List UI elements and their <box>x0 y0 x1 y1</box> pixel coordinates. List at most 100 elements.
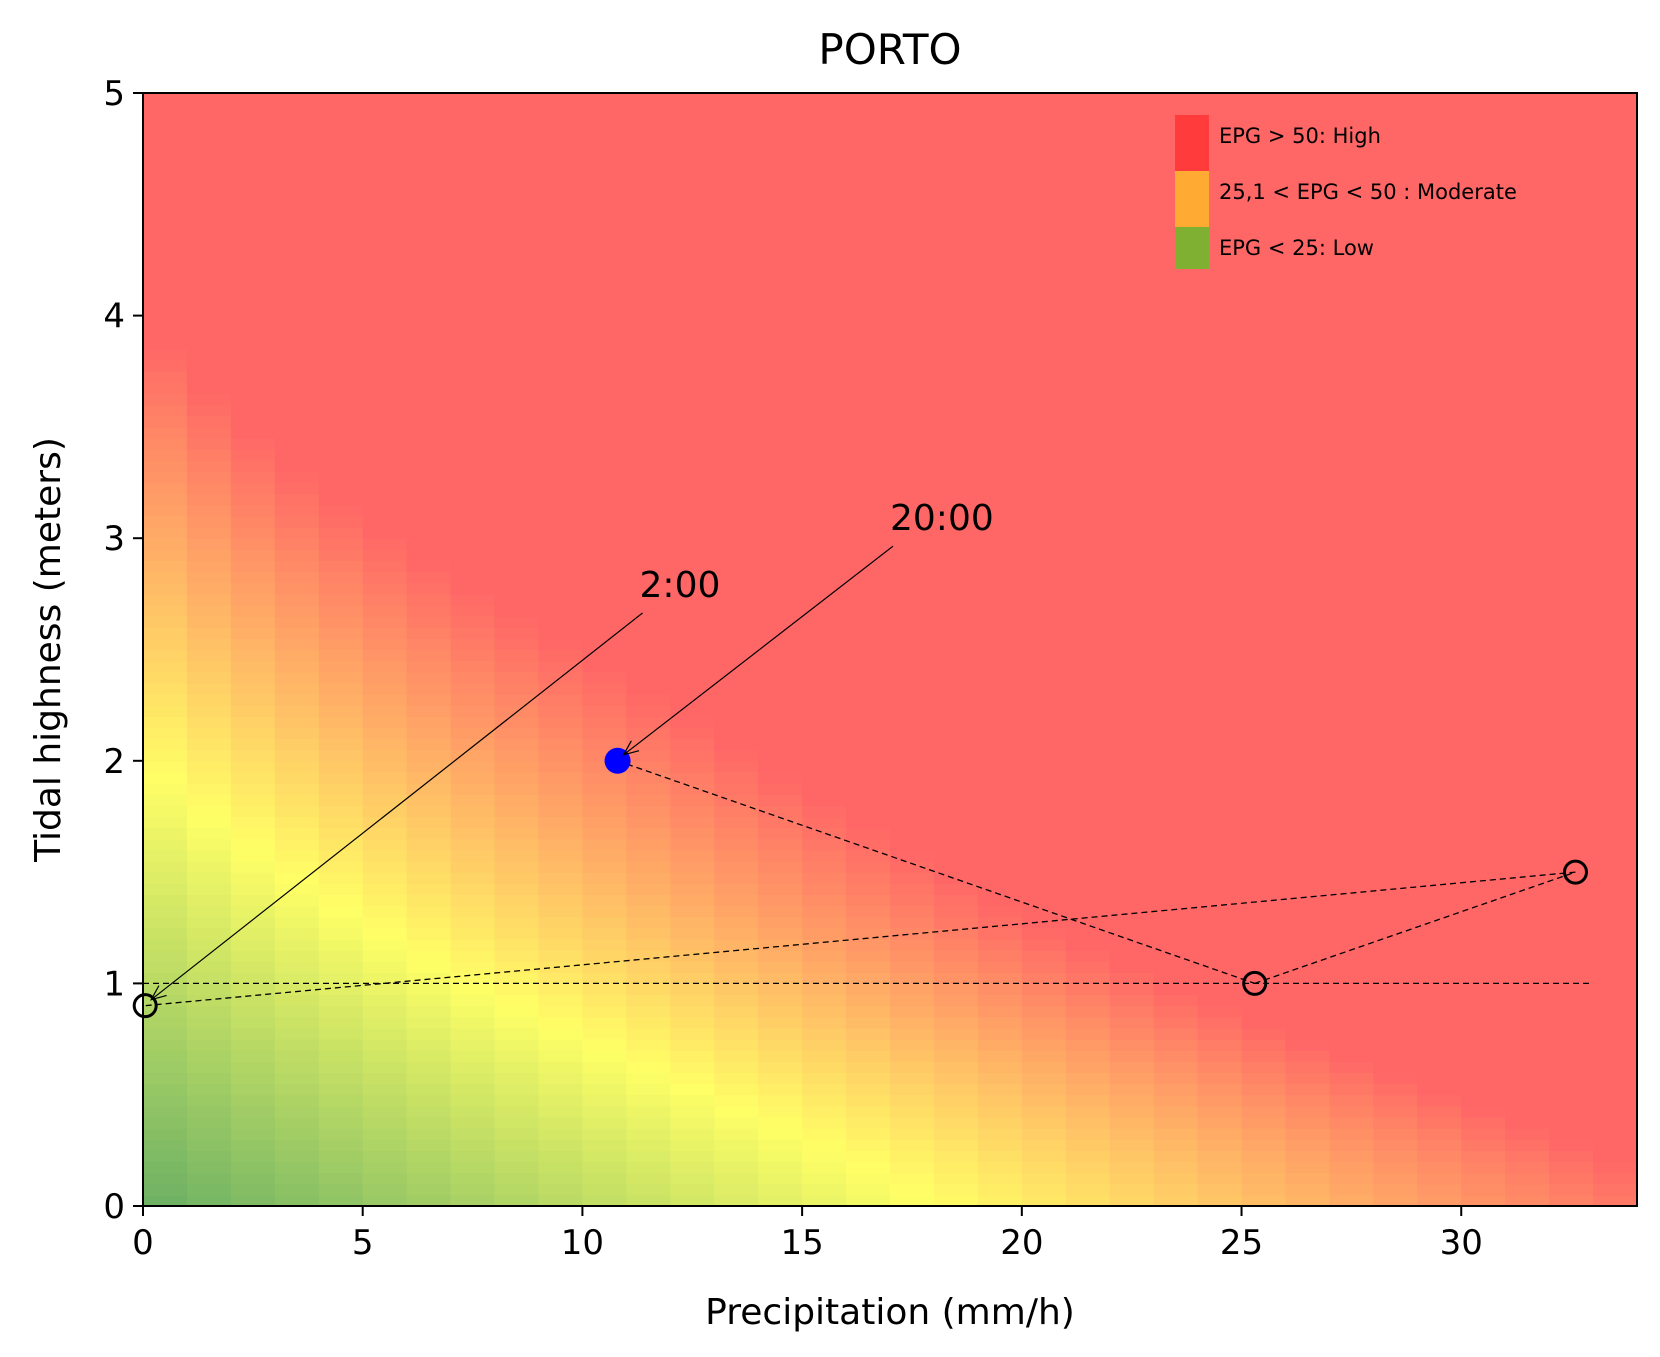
heatmap-cell <box>1241 1161 1287 1174</box>
heatmap-cell <box>230 1128 276 1140</box>
heatmap-cell <box>977 938 1023 951</box>
heatmap-cell <box>1549 582 1594 595</box>
heatmap-cell <box>626 504 671 517</box>
heatmap-cell <box>538 1139 584 1151</box>
heatmap-cell <box>1461 627 1506 639</box>
heatmap-cell <box>186 348 232 361</box>
heatmap-cell <box>714 894 759 907</box>
heatmap-cell <box>1285 593 1331 606</box>
heatmap-cell <box>1241 337 1287 350</box>
heatmap-cell <box>143 438 188 450</box>
heatmap-cell <box>1241 393 1287 406</box>
heatmap-cell <box>1417 738 1462 751</box>
heatmap-cell <box>1285 1194 1331 1207</box>
heatmap-cell <box>186 604 232 617</box>
heatmap-cell <box>1153 393 1199 406</box>
heatmap-cell <box>1505 93 1550 105</box>
heatmap-cell <box>1153 326 1199 339</box>
heatmap-cell <box>186 271 232 283</box>
heatmap-cell <box>1021 393 1067 406</box>
heatmap-cell <box>538 571 584 584</box>
heatmap-cell <box>1549 527 1594 539</box>
heatmap-cell <box>1593 348 1638 361</box>
heatmap-cell <box>494 460 540 473</box>
heatmap-cell <box>670 504 715 517</box>
heatmap-cell <box>1197 1183 1243 1196</box>
heatmap-cell <box>1285 827 1331 840</box>
heatmap-cell <box>1021 371 1067 383</box>
heatmap-cell <box>1197 760 1243 773</box>
heatmap-cell <box>758 137 803 150</box>
heatmap-cell <box>626 816 671 829</box>
heatmap-cell <box>1021 460 1067 473</box>
heatmap-cell <box>1505 115 1550 127</box>
heatmap-cell <box>890 93 935 105</box>
heatmap-cell <box>1109 115 1155 127</box>
heatmap-cell <box>1285 560 1331 573</box>
heatmap-cell <box>450 493 496 506</box>
heatmap-cell <box>1065 694 1111 706</box>
heatmap-cell <box>274 883 320 895</box>
heatmap-cell <box>362 271 408 283</box>
heatmap-cell <box>186 571 232 584</box>
heatmap-cell <box>1153 282 1199 294</box>
heatmap-cell <box>802 849 847 862</box>
heatmap-cell <box>1593 549 1638 562</box>
heatmap-cell <box>1285 604 1331 617</box>
heatmap-cell <box>1373 961 1418 973</box>
heatmap-cell <box>1329 471 1374 484</box>
heatmap-cell <box>1505 604 1550 617</box>
heatmap-cell <box>1329 638 1374 651</box>
heatmap-cell <box>1241 682 1287 695</box>
heatmap-cell <box>1593 426 1638 439</box>
heatmap-cell <box>1329 1050 1374 1062</box>
heatmap-cell <box>1197 894 1243 907</box>
heatmap-cell <box>494 705 540 717</box>
heatmap-cell <box>670 816 715 829</box>
heatmap-cell <box>406 961 452 973</box>
heatmap-cell <box>1593 515 1638 528</box>
heatmap-cell <box>1549 727 1594 740</box>
heatmap-cell <box>1505 1172 1550 1185</box>
heatmap-cell <box>977 916 1023 929</box>
heatmap-cell <box>1505 226 1550 239</box>
heatmap-cell <box>494 838 540 851</box>
heatmap-cell <box>318 1027 364 1040</box>
heatmap-cell <box>1329 1061 1374 1074</box>
heatmap-cell <box>1373 560 1418 573</box>
heatmap-cell <box>933 582 979 595</box>
heatmap-cell <box>933 1039 979 1051</box>
heatmap-cell <box>1197 1094 1243 1107</box>
heatmap-cell <box>802 371 847 383</box>
heatmap-cell <box>1021 560 1067 573</box>
heatmap-cell <box>977 582 1023 595</box>
heatmap-cell <box>802 627 847 639</box>
heatmap-cell <box>1593 916 1638 929</box>
heatmap-cell <box>1417 1061 1462 1074</box>
heatmap-cell <box>1373 360 1418 372</box>
heatmap-cell <box>890 682 935 695</box>
heatmap-cell <box>582 382 627 395</box>
heatmap-cell <box>1285 482 1331 495</box>
heatmap-cell <box>1021 849 1067 862</box>
heatmap-cell <box>802 894 847 907</box>
heatmap-cell <box>1461 771 1506 784</box>
heatmap-cell <box>494 1105 540 1118</box>
heatmap-cell <box>318 794 364 806</box>
heatmap-cell <box>890 360 935 372</box>
heatmap-cell <box>538 382 584 395</box>
heatmap-cell <box>230 927 276 940</box>
heatmap-cell <box>714 1139 759 1151</box>
heatmap-cell <box>1505 816 1550 829</box>
heatmap-cell <box>538 182 584 194</box>
heatmap-cell <box>538 549 584 562</box>
heatmap-cell <box>1153 1161 1199 1174</box>
heatmap-cell <box>582 460 627 473</box>
heatmap-cell <box>802 1083 847 1096</box>
heatmap-cell <box>274 215 320 228</box>
heatmap-cell <box>538 515 584 528</box>
heatmap-cell <box>846 1172 891 1185</box>
heatmap-cell <box>1417 1072 1462 1085</box>
heatmap-cell <box>933 938 979 951</box>
heatmap-cell <box>1505 126 1550 139</box>
